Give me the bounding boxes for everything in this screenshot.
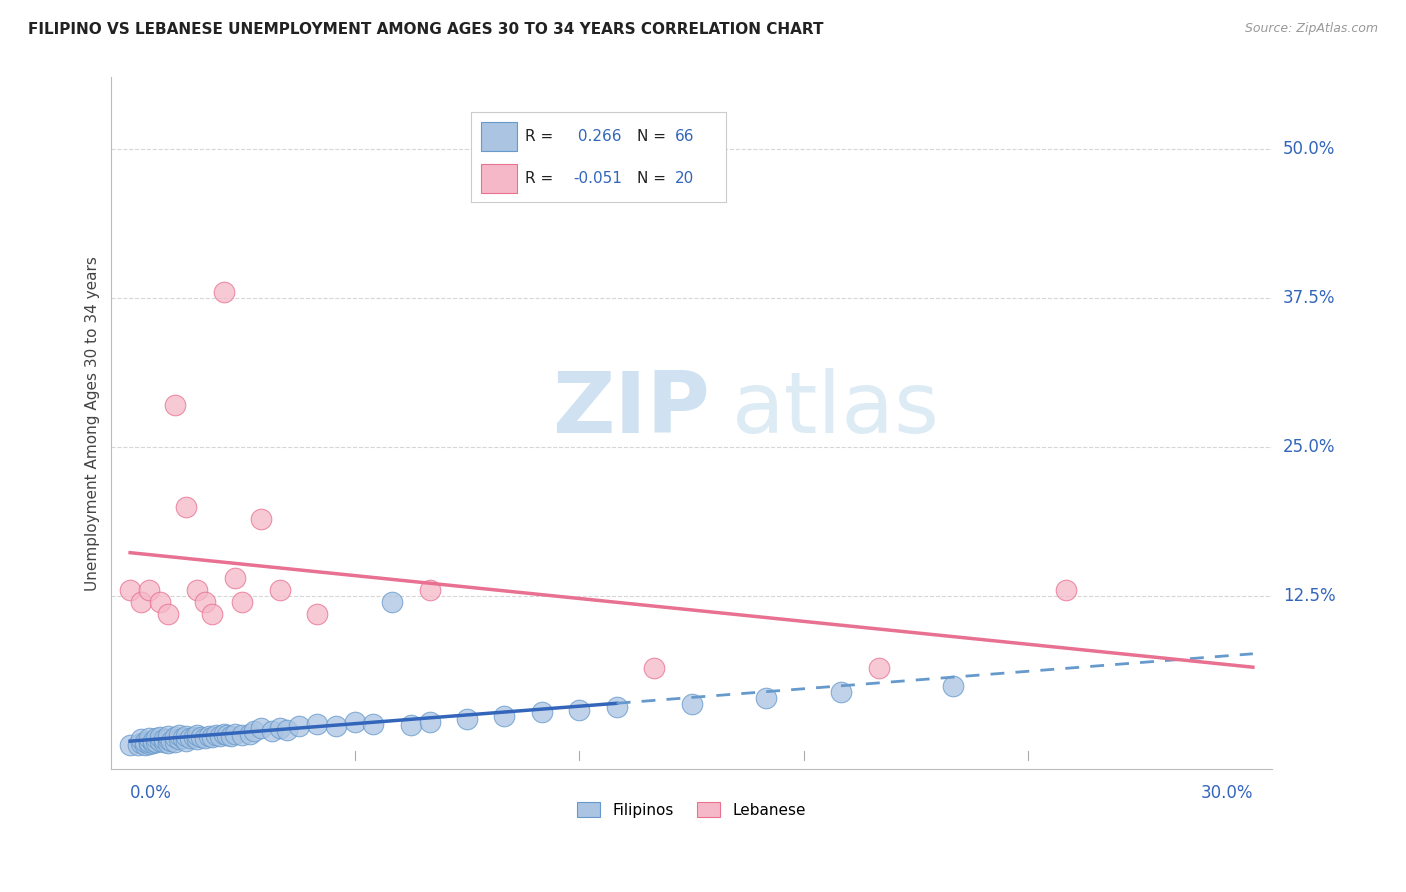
Point [194, 595, 217, 609]
Point [156, 607, 179, 622]
Point [197, 729, 219, 743]
Point [231, 595, 253, 609]
Point [219, 729, 242, 743]
Point [456, 712, 478, 726]
Point [224, 571, 246, 585]
Point [172, 731, 194, 746]
Point [186, 732, 208, 747]
Point [127, 739, 149, 753]
Point [224, 726, 246, 740]
Point [212, 726, 235, 740]
Point [190, 730, 212, 744]
Point [231, 728, 253, 742]
Point [494, 708, 516, 723]
Point [830, 685, 852, 699]
Point [530, 705, 553, 719]
Text: FILIPINO VS LEBANESE UNEMPLOYMENT AMONG AGES 30 TO 34 YEARS CORRELATION CHART: FILIPINO VS LEBANESE UNEMPLOYMENT AMONG … [28, 22, 824, 37]
Point [250, 721, 273, 735]
Legend: Filipinos, Lebanese: Filipinos, Lebanese [571, 796, 811, 824]
Point [399, 718, 422, 732]
Text: 12.5%: 12.5% [1282, 587, 1336, 606]
Point [120, 583, 142, 598]
Point [942, 679, 965, 693]
Point [131, 732, 153, 747]
Point [142, 733, 165, 747]
Point [205, 728, 228, 742]
Point [269, 721, 291, 735]
Point [153, 735, 176, 749]
Point [174, 733, 197, 747]
Point [163, 735, 186, 749]
Point [212, 285, 235, 300]
Point [174, 729, 197, 743]
Point [606, 700, 628, 714]
Point [179, 731, 201, 746]
Point [142, 736, 165, 750]
Point [343, 714, 366, 729]
Point [149, 595, 172, 609]
Point [174, 500, 197, 514]
Point [217, 728, 239, 742]
Y-axis label: Unemployment Among Ages 30 to 34 years: Unemployment Among Ages 30 to 34 years [86, 256, 100, 591]
Point [145, 735, 167, 749]
Text: 0.0%: 0.0% [131, 783, 172, 802]
Point [167, 732, 190, 747]
Point [145, 731, 167, 746]
Text: 37.5%: 37.5% [1282, 289, 1336, 307]
Point [643, 661, 665, 675]
Point [242, 724, 264, 739]
Point [183, 730, 205, 744]
Point [418, 714, 440, 729]
Text: Source: ZipAtlas.com: Source: ZipAtlas.com [1244, 22, 1378, 36]
Point [250, 512, 273, 526]
Point [167, 728, 190, 742]
Point [149, 730, 172, 744]
Point [276, 723, 298, 737]
Point [269, 583, 291, 598]
Point [160, 733, 183, 747]
Point [262, 724, 284, 739]
Point [287, 719, 309, 733]
Point [186, 728, 208, 742]
Text: ZIP: ZIP [553, 368, 710, 451]
Point [163, 399, 186, 413]
Point [208, 729, 231, 743]
Point [325, 719, 347, 733]
Point [156, 732, 179, 747]
Point [149, 733, 172, 747]
Point [307, 717, 329, 731]
Point [201, 730, 224, 744]
Point [156, 736, 179, 750]
Point [134, 739, 156, 753]
Point [307, 607, 329, 622]
Text: 30.0%: 30.0% [1201, 783, 1253, 802]
Point [131, 595, 153, 609]
Point [194, 731, 217, 746]
Point [868, 661, 890, 675]
Point [186, 583, 208, 598]
Point [153, 732, 176, 747]
Text: 25.0%: 25.0% [1282, 438, 1336, 456]
Point [138, 583, 160, 598]
Point [134, 735, 156, 749]
Point [681, 697, 703, 711]
Point [138, 735, 160, 749]
Point [239, 726, 262, 740]
Point [418, 583, 440, 598]
Point [163, 730, 186, 744]
Point [120, 739, 142, 753]
Point [156, 729, 179, 743]
Text: 50.0%: 50.0% [1282, 140, 1336, 158]
Point [138, 731, 160, 746]
Point [755, 690, 778, 705]
Point [201, 607, 224, 622]
Point [381, 595, 404, 609]
Point [1054, 583, 1077, 598]
Text: atlas: atlas [733, 368, 941, 451]
Point [131, 736, 153, 750]
Point [138, 737, 160, 751]
Point [363, 717, 385, 731]
Point [568, 703, 591, 717]
